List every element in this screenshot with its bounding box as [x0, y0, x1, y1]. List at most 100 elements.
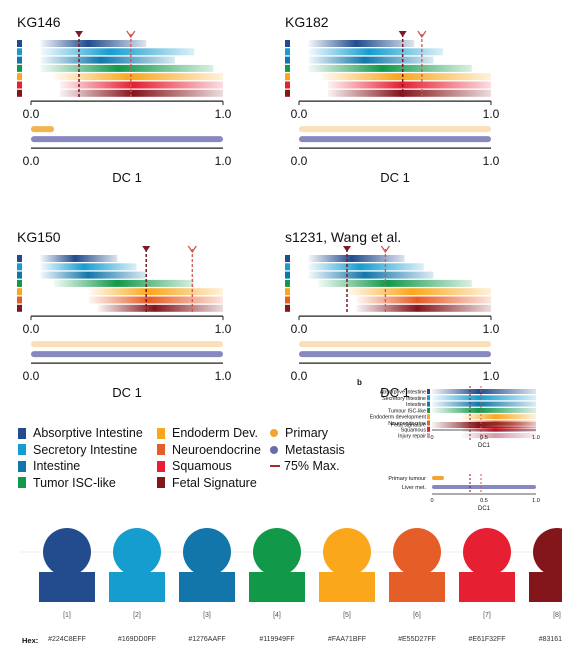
gradient-bar	[322, 73, 491, 81]
legend-item: Tumor ISC-like	[18, 475, 143, 492]
palette-square	[529, 572, 562, 602]
legend-item: Secretory Intestine	[18, 442, 143, 459]
category-marker	[285, 56, 290, 64]
palette-circle	[43, 528, 91, 576]
legend-swatch	[18, 477, 26, 489]
gradient-bar	[356, 304, 491, 312]
inset-bar	[462, 414, 536, 420]
inset-bar	[432, 407, 536, 413]
tick-label: 0.0	[23, 369, 40, 383]
inset-xlabel: DC1	[478, 506, 491, 512]
gradient-bar	[356, 296, 491, 304]
gradient-bar	[327, 89, 491, 97]
max75-marker-icon	[417, 30, 427, 39]
palette-circle	[533, 528, 562, 576]
legend-label: Intestine	[33, 459, 81, 473]
metastasis-dots	[31, 136, 223, 143]
legend-label: Metastasis	[285, 442, 345, 457]
gradient-bar	[59, 81, 223, 89]
palette-index: [1]	[63, 612, 71, 619]
palette-hex-code: #169DD0FF	[117, 636, 157, 643]
legend-swatch	[18, 427, 26, 439]
primary-dots	[31, 126, 55, 133]
gradient-bar	[88, 296, 223, 304]
x-axis-label: DC 1	[380, 385, 410, 400]
inset-marker	[427, 407, 430, 413]
category-marker	[17, 296, 22, 304]
metastasis-dot-icon	[270, 445, 278, 454]
palette-hex-code: #FAA71BFF	[327, 636, 367, 643]
legend-col1: Absorptive Intestine Secretory Intestine…	[18, 425, 143, 491]
category-marker	[285, 296, 290, 304]
palette-square	[179, 572, 235, 602]
panel-title: KG182	[285, 14, 329, 30]
category-marker	[17, 89, 22, 97]
inset-row-label: Absorptive intestine	[380, 390, 426, 396]
inset-marker	[427, 420, 430, 426]
tick-label: 1.0	[483, 154, 500, 168]
palette-index: [8]	[553, 612, 561, 619]
legend-col2: Endoderm Dev. Neuroendocrine Squamous Fe…	[157, 425, 261, 491]
category-marker	[285, 263, 290, 271]
inset-dot-label: Liver met.	[402, 485, 427, 491]
inset-dot-label: Primary tumour	[388, 476, 426, 482]
tick-label: 1.0	[215, 369, 232, 383]
inset-marker	[427, 395, 430, 401]
inset-bar	[432, 395, 536, 401]
legend-label: Neuroendocrine	[172, 442, 261, 457]
palette-hex-code: #E61F32FF	[468, 636, 506, 643]
palette-circle	[323, 528, 371, 576]
category-marker	[17, 48, 22, 56]
palette-circle	[113, 528, 161, 576]
inset-row-label: Injury repair	[398, 434, 426, 440]
category-marker	[285, 304, 290, 312]
inset-metastasis-dots	[432, 485, 536, 489]
palette-square	[459, 572, 515, 602]
category-marker	[285, 279, 290, 287]
primary-dots	[299, 126, 491, 133]
panel-title: KG146	[17, 14, 61, 30]
palette-hex-code: #E55D27FF	[398, 636, 436, 643]
legend-swatch	[18, 444, 26, 456]
gradient-bar	[59, 89, 223, 97]
max75-marker-icon	[126, 30, 136, 39]
palette-index: [4]	[273, 612, 281, 619]
category-marker	[285, 81, 290, 89]
panel-title: s1231, Wang et al.	[285, 229, 401, 245]
palette-hex-code: #83161BFF	[538, 636, 562, 643]
inset-row-label: Neuroendocrine	[388, 421, 426, 427]
metastasis-dots	[31, 351, 223, 358]
legend-label: Secretory Intestine	[33, 442, 138, 457]
inset-marker	[427, 401, 430, 407]
legend-swatch	[157, 460, 165, 472]
legend-swatch	[157, 427, 165, 439]
palette-circle	[253, 528, 301, 576]
tick-label: 1.0	[483, 107, 500, 121]
legend-swatch	[157, 477, 165, 489]
inset-tick: 0.5	[480, 435, 488, 441]
gradient-bar	[308, 40, 415, 47]
inset-bar	[462, 433, 536, 439]
legend-item: Neuroendocrine	[157, 442, 261, 459]
palette-square	[389, 572, 445, 602]
gradient-bar	[308, 255, 405, 262]
tick-label: 0.0	[23, 154, 40, 168]
palette-hex-code: #119949FF	[259, 636, 295, 643]
inset-xlabel: DC1	[478, 443, 491, 449]
category-marker	[17, 64, 22, 72]
gradient-bar	[40, 271, 147, 279]
inset-bar	[432, 389, 536, 394]
tick-label: 0.0	[291, 322, 308, 336]
metastasis-dots	[299, 136, 491, 143]
inset-tick: 1.0	[532, 435, 540, 441]
legend-label: Absorptive Intestine	[33, 426, 143, 440]
category-marker	[285, 48, 290, 56]
category-marker	[17, 263, 22, 271]
panel-0: KG146 0.0 1.0 0.0 1.0 DC 1	[17, 14, 232, 185]
palette-square	[249, 572, 305, 602]
gradient-bar	[40, 263, 137, 271]
gradient-bar	[308, 64, 472, 72]
inset-bar	[432, 401, 536, 407]
gradient-bar	[54, 279, 195, 287]
x-axis-label: DC 1	[380, 170, 410, 185]
